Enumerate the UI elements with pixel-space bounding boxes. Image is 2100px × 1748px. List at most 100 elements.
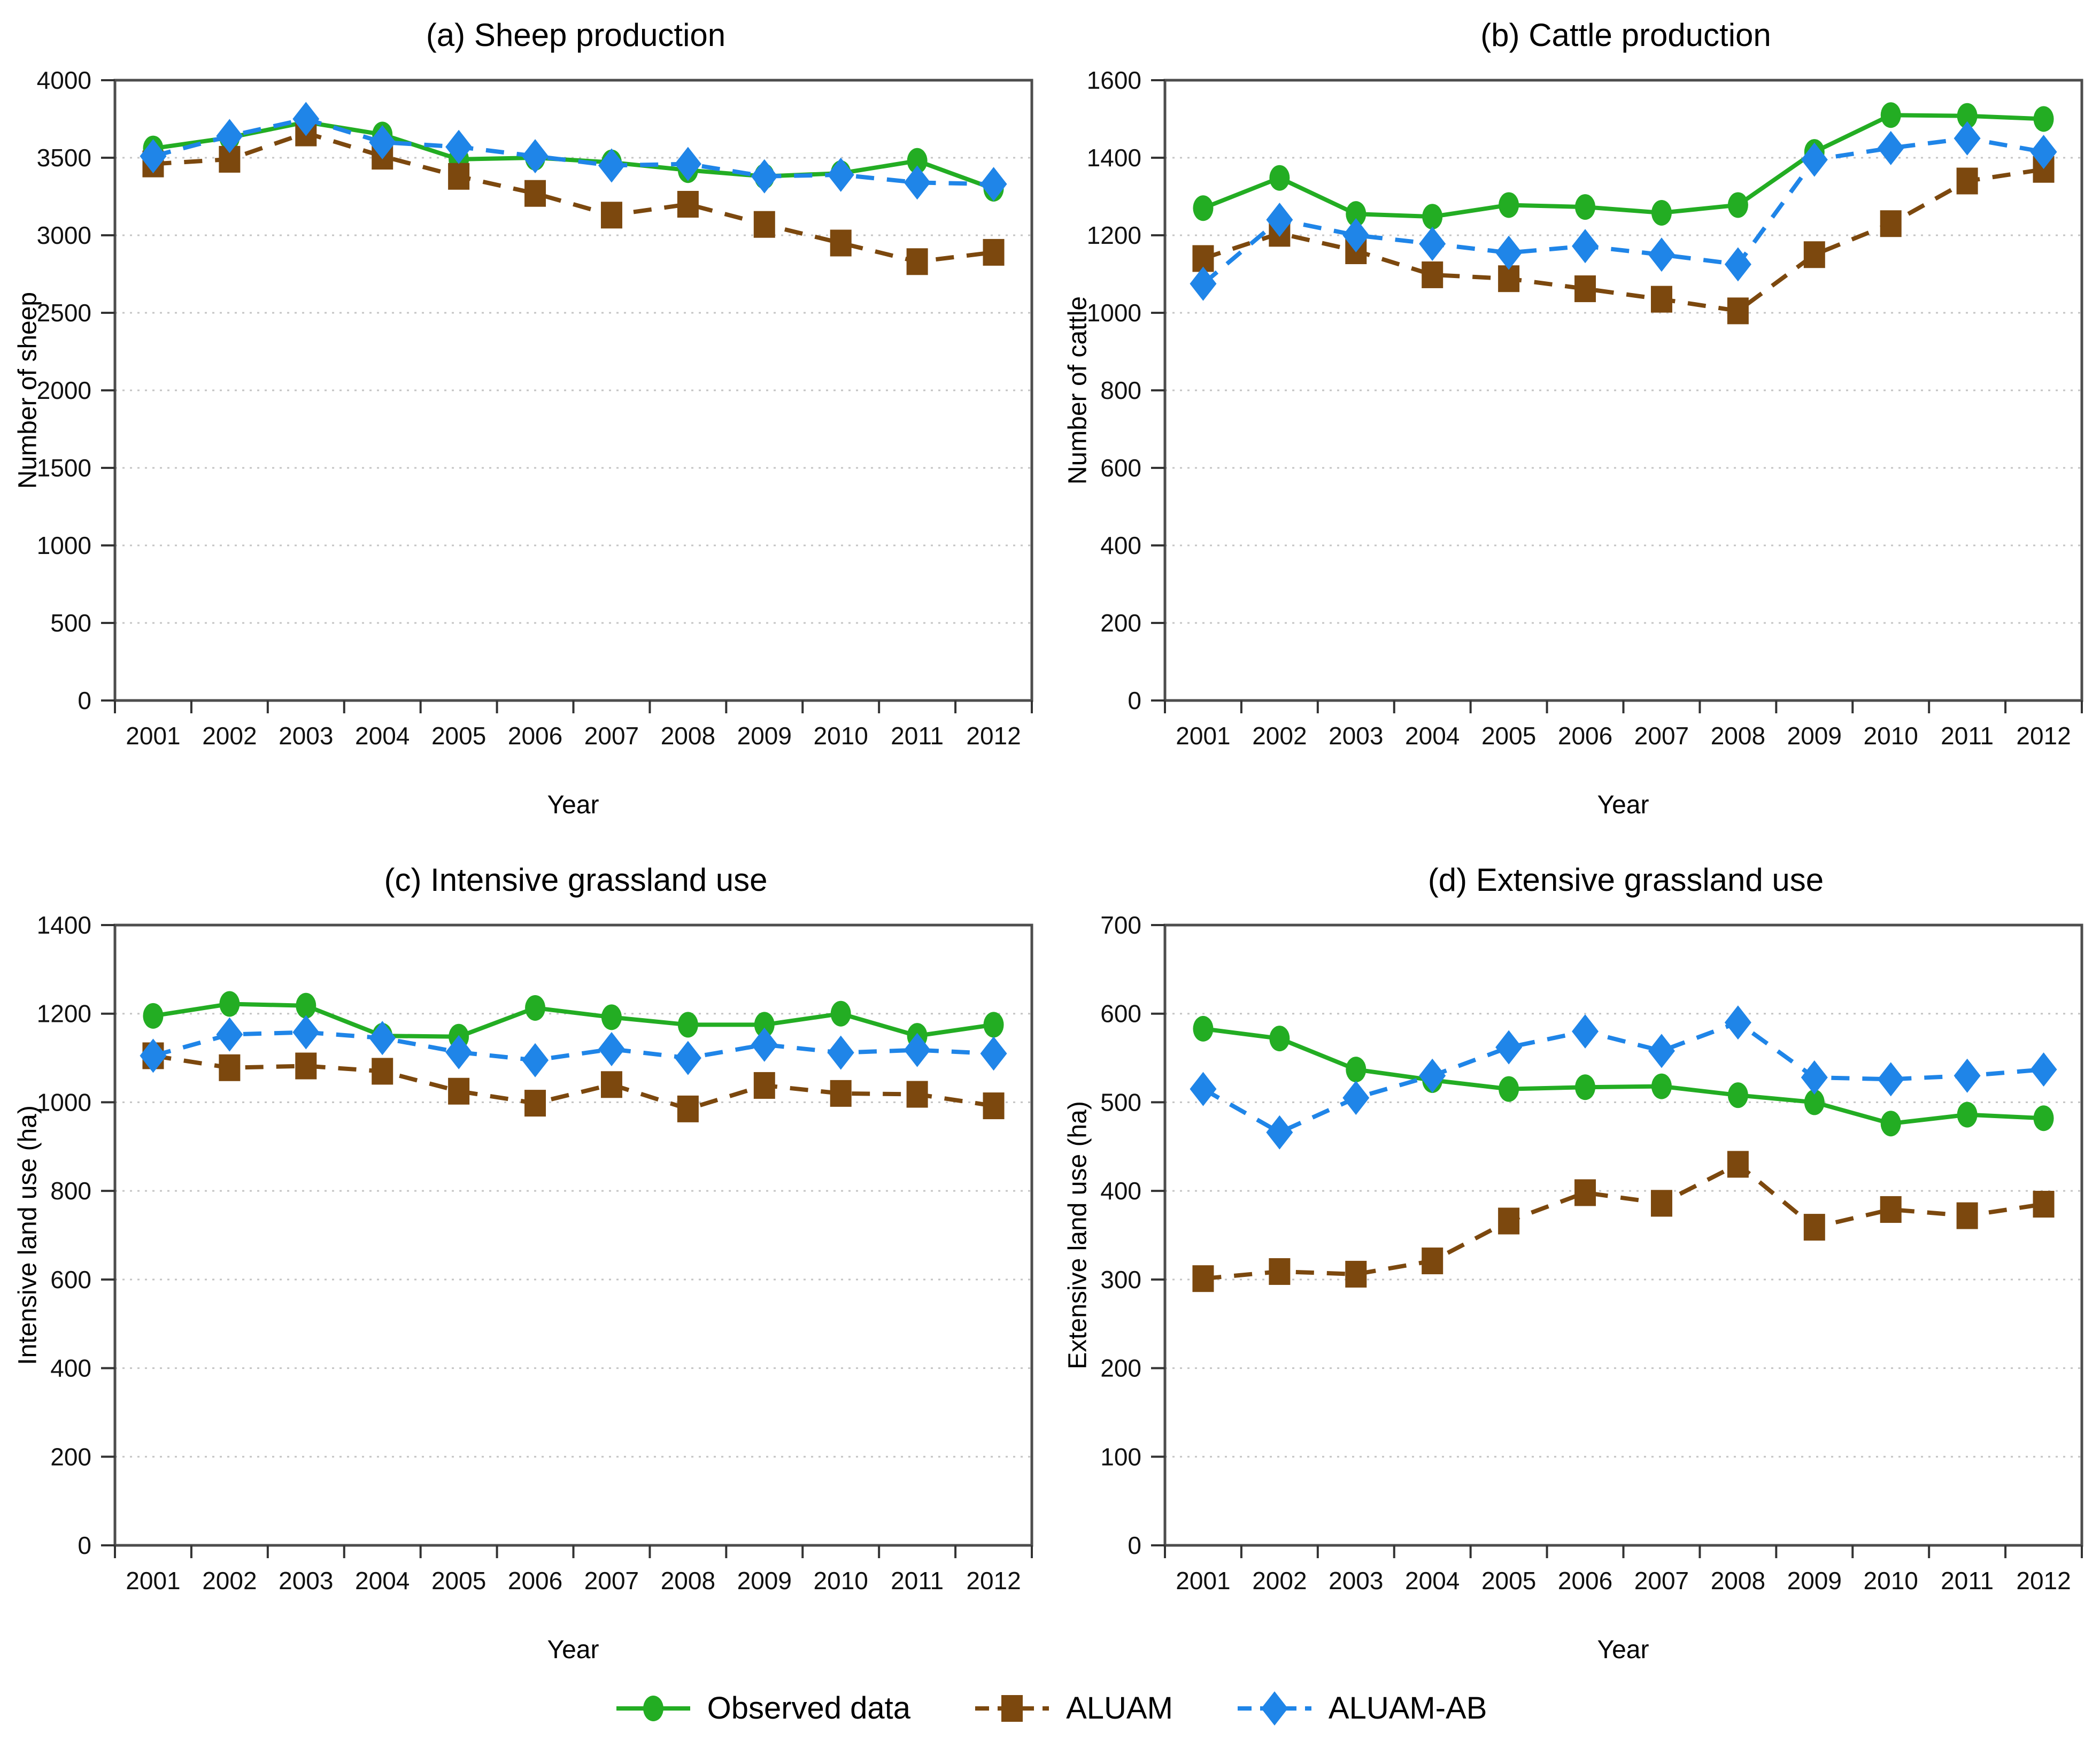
svg-text:1200: 1200: [37, 1000, 91, 1028]
svg-text:2004: 2004: [355, 1567, 410, 1595]
svg-text:800: 800: [50, 1177, 91, 1205]
plot-area-sheep: 0 500 1000 1500 2000 2500 3000 3500 4000 2001 2002…: [37, 66, 1033, 750]
x-axis-title-intensive: Year: [547, 1636, 599, 1664]
svg-text:2001: 2001: [1176, 722, 1230, 750]
svg-text:2005: 2005: [431, 1567, 486, 1595]
svg-text:2009: 2009: [1787, 1567, 1842, 1595]
svg-text:2004: 2004: [355, 722, 410, 750]
svg-text:2006: 2006: [1558, 722, 1612, 750]
svg-text:1000: 1000: [1087, 299, 1141, 327]
svg-text:100: 100: [1100, 1443, 1141, 1470]
chart-body-cattle: Number of cattle 0 200 400 600 800 1000 1200 14…: [1050, 64, 2100, 786]
svg-text:2011: 2011: [1941, 1567, 1994, 1595]
svg-text:800: 800: [1100, 376, 1141, 404]
chart-panel-sheep-production: (a) Sheep production Number of sheep 0 50…: [0, 0, 1050, 845]
svg-text:200: 200: [1100, 1354, 1141, 1382]
svg-text:2009: 2009: [737, 722, 792, 750]
svg-text:1200: 1200: [1087, 221, 1141, 249]
chart-title-extensive: (d) Extensive grassland use: [1427, 862, 1824, 898]
chart-body-extensive: Extensive land use (ha) 0 100 200 300 400 500…: [1050, 909, 2100, 1631]
chart-body-intensive: Intensive land use (ha) 0 200 400 600 800 100…: [0, 909, 1050, 1631]
svg-text:2001: 2001: [1176, 1567, 1230, 1595]
svg-text:2007: 2007: [584, 1567, 639, 1595]
svg-text:2006: 2006: [508, 722, 562, 750]
svg-text:2010: 2010: [814, 722, 868, 750]
svg-text:3500: 3500: [37, 144, 91, 172]
svg-text:1400: 1400: [37, 911, 91, 939]
chart-grid: (a) Sheep production Number of sheep 0 50…: [0, 0, 2100, 1690]
svg-text:2007: 2007: [584, 722, 639, 750]
svg-text:400: 400: [50, 1354, 91, 1382]
legend-item-observed-data: Observed data: [613, 1690, 910, 1727]
plot-area-extensive: 0 100 200 300 400 500 600 700 2001 2002 2003 2004 20…: [1100, 911, 2083, 1595]
chart-title-intensive: (c) Intensive grassland use: [384, 862, 768, 898]
svg-text:2012: 2012: [966, 722, 1021, 750]
svg-text:2011: 2011: [891, 1567, 944, 1595]
svg-text:2010: 2010: [1864, 722, 1918, 750]
svg-text:2003: 2003: [279, 722, 333, 750]
svg-text:500: 500: [50, 609, 91, 637]
svg-text:2003: 2003: [279, 1567, 333, 1595]
svg-text:2008: 2008: [1711, 1567, 1765, 1595]
svg-text:600: 600: [50, 1266, 91, 1293]
svg-text:400: 400: [1100, 1177, 1141, 1205]
chart-title-sheep: (a) Sheep production: [426, 17, 726, 53]
svg-text:2004: 2004: [1405, 1567, 1460, 1595]
svg-text:2001: 2001: [126, 722, 180, 750]
svg-text:1600: 1600: [1087, 66, 1141, 94]
chart-panel-cattle-production: (b) Cattle production Number of cattle 0…: [1050, 0, 2100, 845]
svg-text:2005: 2005: [431, 722, 486, 750]
svg-text:4000: 4000: [37, 66, 91, 94]
svg-text:0: 0: [1128, 1531, 1141, 1559]
svg-text:2008: 2008: [1711, 722, 1765, 750]
svg-text:0: 0: [78, 687, 91, 714]
plot-area-cattle: 0 200 400 600 800 1000 1200 1400 1600 2001 2002 200…: [1087, 66, 2083, 750]
svg-text:2009: 2009: [737, 1567, 792, 1595]
svg-text:500: 500: [1100, 1088, 1141, 1116]
x-axis-title-sheep: Year: [547, 791, 599, 819]
svg-text:2012: 2012: [2016, 722, 2071, 750]
x-axis-title-cattle: Year: [1597, 791, 1649, 819]
svg-text:2002: 2002: [202, 722, 257, 750]
legend-label-aluam-ab: ALUAM-AB: [1328, 1691, 1487, 1726]
y-axis-title-extensive: Extensive land use (ha): [1063, 1101, 1092, 1369]
plot-area-intensive: 0 200 400 600 800 1000 1200 1400 2001 2002 2003 200…: [37, 911, 1033, 1595]
svg-text:2005: 2005: [1481, 722, 1536, 750]
svg-text:2002: 2002: [202, 1567, 257, 1595]
y-axis-title-sheep: Number of sheep: [13, 291, 42, 489]
svg-text:2010: 2010: [1864, 1567, 1918, 1595]
svg-text:600: 600: [1100, 1000, 1141, 1028]
chart-panel-intensive-grassland: (c) Intensive grassland use Intensive la…: [0, 845, 1050, 1690]
svg-text:2005: 2005: [1481, 1567, 1536, 1595]
svg-text:2012: 2012: [2016, 1567, 2071, 1595]
svg-text:2011: 2011: [1941, 722, 1994, 750]
svg-text:1500: 1500: [37, 454, 91, 482]
y-axis-title-intensive: Intensive land use (ha): [13, 1105, 42, 1365]
svg-text:700: 700: [1100, 911, 1141, 939]
chart-panel-extensive-grassland: (d) Extensive grassland use Extensive la…: [1050, 845, 2100, 1690]
svg-text:2002: 2002: [1252, 722, 1307, 750]
observed-data-marker-icon: [616, 1696, 690, 1721]
svg-text:400: 400: [1100, 532, 1141, 559]
svg-text:0: 0: [1128, 687, 1141, 714]
legend: Observed data ALUAM ALUAM-AB: [0, 1690, 2100, 1748]
svg-text:2010: 2010: [814, 1567, 868, 1595]
svg-text:2006: 2006: [508, 1567, 562, 1595]
svg-text:2002: 2002: [1252, 1567, 1307, 1595]
svg-text:200: 200: [50, 1443, 91, 1470]
legend-label-observed-data: Observed data: [707, 1691, 911, 1726]
svg-text:2012: 2012: [966, 1567, 1021, 1595]
svg-text:2008: 2008: [661, 1567, 715, 1595]
svg-text:1400: 1400: [1087, 144, 1141, 172]
y-axis-title-cattle: Number of cattle: [1063, 296, 1092, 485]
svg-text:2004: 2004: [1405, 722, 1460, 750]
svg-text:2007: 2007: [1634, 1567, 1689, 1595]
svg-text:2009: 2009: [1787, 722, 1842, 750]
legend-label-aluam: ALUAM: [1066, 1691, 1173, 1726]
svg-text:300: 300: [1100, 1266, 1141, 1293]
svg-text:3000: 3000: [37, 221, 91, 249]
svg-text:2500: 2500: [37, 299, 91, 327]
legend-item-aluam-ab: ALUAM-AB: [1234, 1690, 1487, 1727]
svg-text:2011: 2011: [891, 722, 944, 750]
svg-text:0: 0: [78, 1531, 91, 1559]
